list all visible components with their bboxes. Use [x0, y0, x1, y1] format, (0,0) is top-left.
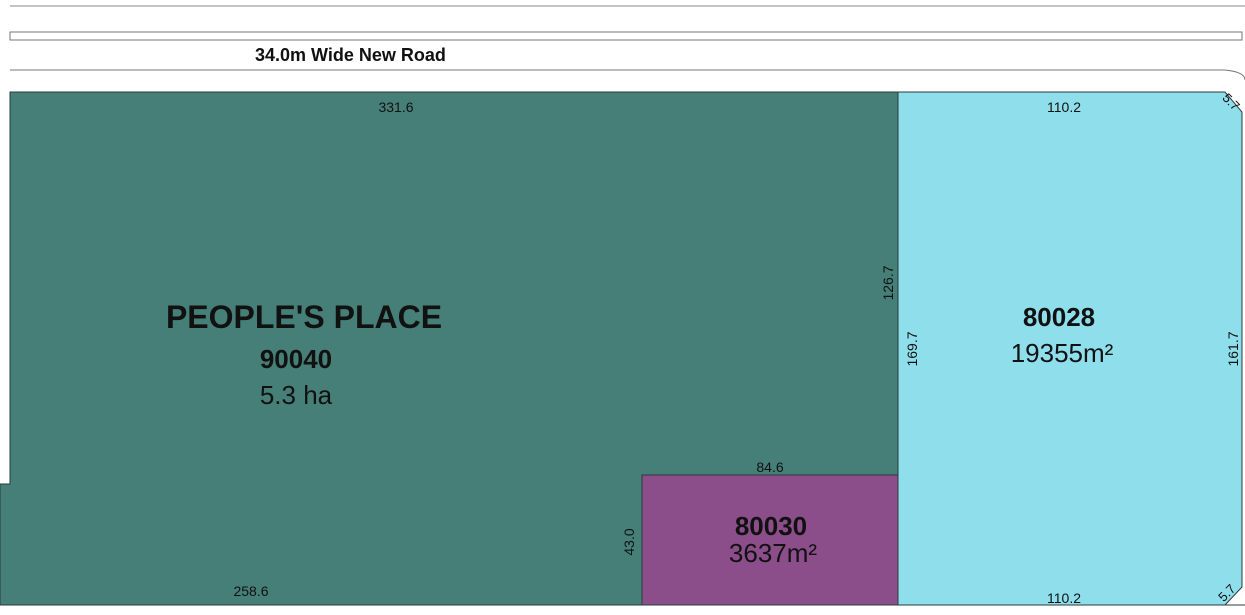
road-median: [9, 31, 1243, 41]
peoples-place-area: 5.3 ha: [260, 380, 333, 410]
dim-80028-bottom: 110.2: [1047, 590, 1081, 606]
road-kerb-line: [10, 69, 1245, 81]
road-label: 34.0m Wide New Road: [255, 45, 446, 65]
lot-80030-number: 80030: [735, 511, 807, 541]
peoples-place-name: PEOPLE'S PLACE: [166, 299, 442, 335]
dim-80030-top: 84.6: [756, 459, 783, 475]
dim-peoples-top: 331.6: [378, 99, 413, 115]
dim-peoples-right-upper: 126.7: [880, 265, 896, 300]
lot-80028-number: 80028: [1023, 302, 1095, 332]
peoples-place-number: 90040: [260, 344, 332, 374]
lot-80030-area: 3637m²: [729, 538, 817, 568]
dim-80028-top: 110.2: [1047, 99, 1081, 115]
lot-80030[interactable]: [641, 474, 899, 606]
dim-80028-left: 169.7: [904, 331, 920, 366]
dim-peoples-bottom: 258.6: [233, 583, 268, 599]
lot-80028-area: 19355m²: [1011, 338, 1114, 368]
dim-80030-left: 43.0: [621, 528, 637, 555]
dim-80028-right: 161.7: [1225, 331, 1241, 366]
